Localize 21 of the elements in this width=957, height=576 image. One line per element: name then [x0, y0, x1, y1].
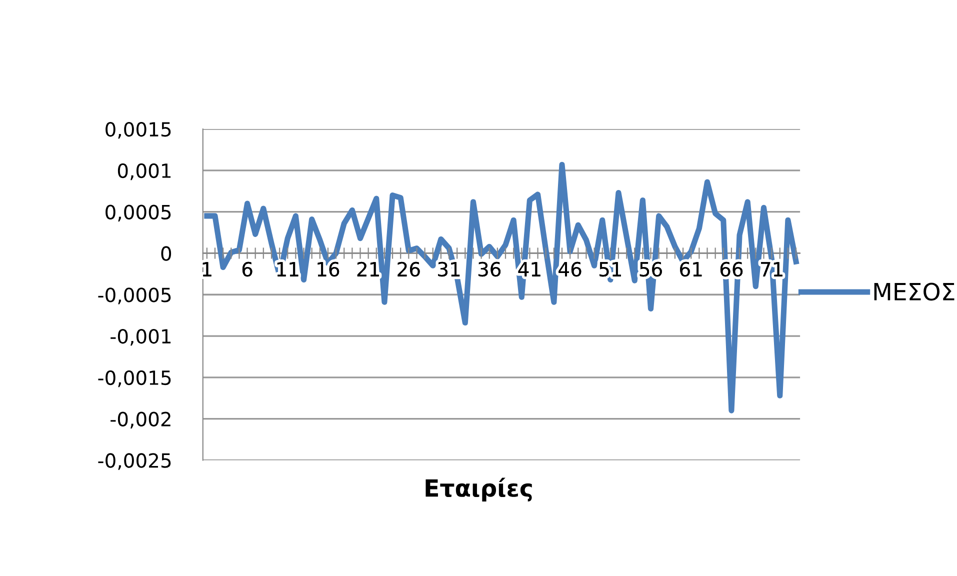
y-tick-label: 0,0005 [106, 204, 171, 222]
x-tick-label: 36 [478, 262, 501, 277]
x-tick-label: 1 [202, 262, 212, 276]
legend-label: ΜΕΣΟΣ [874, 282, 954, 301]
x-tick-label: 56 [640, 262, 662, 277]
x-tick-label: 66 [720, 262, 743, 277]
x-tick-label: 46 [558, 262, 582, 277]
y-tick-label: -0,0005 [98, 288, 171, 304]
y-tick-label: 0,001 [118, 163, 171, 180]
x-tick-label: 26 [398, 262, 420, 277]
y-tick-label: -0,0025 [98, 453, 171, 470]
x-tick-label: 6 [242, 262, 252, 277]
x-tick-label: 21 [357, 262, 379, 276]
x-tick-label: 16 [318, 262, 340, 277]
y-tick-label: 0 [161, 246, 172, 261]
y-tick-label: 0,0015 [106, 122, 171, 139]
y-tick-label: -0,001 [110, 328, 171, 346]
x-tick-label: 61 [680, 262, 702, 277]
x-axis-title: Εταιρίες [426, 478, 532, 502]
y-tick-label: -0,002 [110, 412, 170, 428]
y-tick-label: -0,0015 [98, 370, 171, 388]
